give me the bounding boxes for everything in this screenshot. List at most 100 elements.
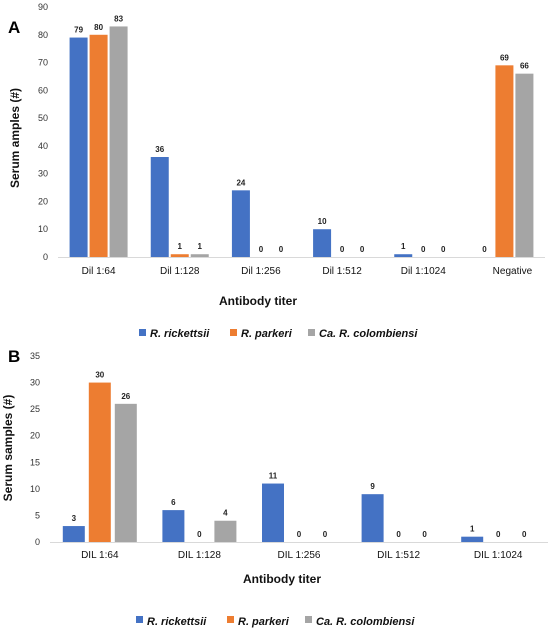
panel-a-bar-rickettsii [69,37,88,257]
panel-a-data-label: 1 [401,242,406,251]
panel-b-y-tick-label: 35 [30,351,40,361]
panel-b-bar-rickettsii [162,510,185,542]
panel-b-data-label: 0 [496,530,501,539]
panel-b-x-tick-label: DIL 1:512 [377,550,420,561]
panel-b-data-label: 6 [171,498,176,507]
panel-a-bar-rickettsii [313,229,332,257]
panel-a-x-tick-label: Dil 1:128 [160,266,200,277]
panel-a-y-axis-title: Serum amples (#) [8,88,22,188]
panel-a-data-label: 69 [500,53,509,62]
panel-a-data-label: 24 [236,178,245,187]
panel-a-y-tick-label: 30 [38,169,48,179]
panel-a-x-tick-label: Negative [493,266,533,277]
legend-a-label-colombiensi: Ca. R. colombiensi [319,328,418,340]
legend-b-swatch-colombiensi [305,616,312,623]
panel-a-data-label: 36 [155,145,164,154]
panel-b-y-tick-label: 20 [30,431,40,441]
panel-a-bar-colombiensi [515,73,534,258]
panel-a-y-tick-label: 80 [38,30,48,40]
panel-a-bar-parkeri [89,34,108,258]
panel-a-bar-rickettsii [150,157,169,257]
legend-a-label-parkeri: R. parkeri [241,328,293,340]
panel-a-y-tick-label: 60 [38,85,48,95]
legend-a-swatch-rickettsii [139,329,146,336]
panel-b-x-tick-label: DIL 1:128 [178,550,221,561]
panel-b-bar-rickettsii [461,536,484,542]
panel-b-y-tick-label: 10 [30,484,40,494]
panel-b: B Serum samples (#) Antibody titer 05101… [1,347,548,586]
panel-b-y-tick-label: 5 [35,510,40,520]
panel-b-y-tick-label: 30 [30,378,40,388]
panel-a-data-label: 1 [198,242,203,251]
legend-a-swatch-parkeri [230,329,237,336]
legend-b-swatch-rickettsii [136,616,143,623]
panel-a-y-tick-label: 40 [38,141,48,151]
panel-b-bar-rickettsii [62,526,85,542]
panel-b-x-axis-title: Antibody titer [243,572,321,586]
panel-a-bar-parkeri [495,65,514,257]
panel-b-data-label: 26 [121,392,130,401]
legend-b-swatch-parkeri [227,616,234,623]
panel-a-x-tick-label: Dil 1:64 [82,266,116,277]
panel-a-y-tick-label: 0 [43,252,48,262]
panel-a-y-tick-label: 90 [38,2,48,12]
panel-a-x-tick-label: Dil 1:1024 [401,266,446,277]
panel-b-bar-rickettsii [361,494,384,542]
legend-b-label-colombiensi: Ca. R. colombiensi [316,616,415,628]
panel-a-letter: A [8,18,20,37]
panel-a-data-label: 0 [360,245,365,254]
panel-a-bar-colombiensi [190,254,209,257]
panel-a-data-label: 0 [421,245,426,254]
panel-b-y-axis-title: Serum samples (#) [1,395,15,502]
panel-b-legend: R. rickettsii R. parkeri Ca. R. colombie… [136,616,415,628]
panel-b-data-label: 4 [223,509,228,518]
panel-b-data-label: 11 [269,472,278,481]
panel-a-y-tick-label: 50 [38,113,48,123]
panel-b-data-label: 1 [470,525,475,534]
panel-a-data-label: 1 [178,242,183,251]
panel-b-bar-parkeri [88,382,111,542]
panel-a-legend: R. rickettsii R. parkeri Ca. R. colombie… [139,328,418,340]
panel-b-data-label: 30 [95,371,104,380]
legend-a-label-rickettsii: R. rickettsii [150,328,210,340]
panel-b-x-tick-label: DIL 1:1024 [474,550,523,561]
panel-a: A Serum amples (#) Antibody titer 010203… [8,2,545,308]
panel-a-data-label: 0 [279,245,284,254]
panel-a-data-label: 83 [114,14,123,23]
panel-b-y-tick-label: 25 [30,404,40,414]
panel-a-bar-parkeri [170,254,189,257]
panel-b-bar-colombiensi [114,403,137,542]
panel-b-data-label: 0 [323,530,328,539]
panel-a-y-tick-label: 20 [38,196,48,206]
panel-b-bar-rickettsii [262,483,284,542]
panel-a-data-label: 0 [482,245,487,254]
panel-a-bar-colombiensi [109,26,128,258]
panel-a-data-label: 80 [94,23,103,32]
panel-a-x-tick-label: Dil 1:512 [322,266,362,277]
panel-b-data-label: 9 [370,482,375,491]
panel-b-data-label: 0 [422,530,427,539]
panel-a-data-label: 10 [318,217,327,226]
panel-a-x-tick-label: Dil 1:256 [241,266,281,277]
panel-a-data-label: 66 [520,62,529,71]
panel-b-bar-colombiensi [214,520,237,542]
panel-b-letter: B [8,347,20,366]
panel-a-data-label: 79 [74,26,83,35]
legend-a-swatch-colombiensi [308,329,315,336]
panel-a-bar-rickettsii [231,190,250,257]
panel-b-data-label: 0 [522,530,527,539]
panel-b-x-tick-label: DIL 1:256 [278,550,321,561]
panel-a-data-label: 0 [259,245,264,254]
panel-b-data-label: 0 [297,530,302,539]
panel-b-y-tick-label: 0 [35,537,40,547]
panel-b-x-tick-label: DIL 1:64 [81,550,119,561]
panel-a-x-axis-title: Antibody titer [219,294,297,308]
legend-b-label-rickettsii: R. rickettsii [147,616,207,628]
panel-b-y-tick-label: 15 [30,457,40,467]
panel-a-y-tick-label: 10 [38,224,48,234]
panel-a-bar-rickettsii [394,254,413,257]
panel-b-data-label: 0 [396,530,401,539]
